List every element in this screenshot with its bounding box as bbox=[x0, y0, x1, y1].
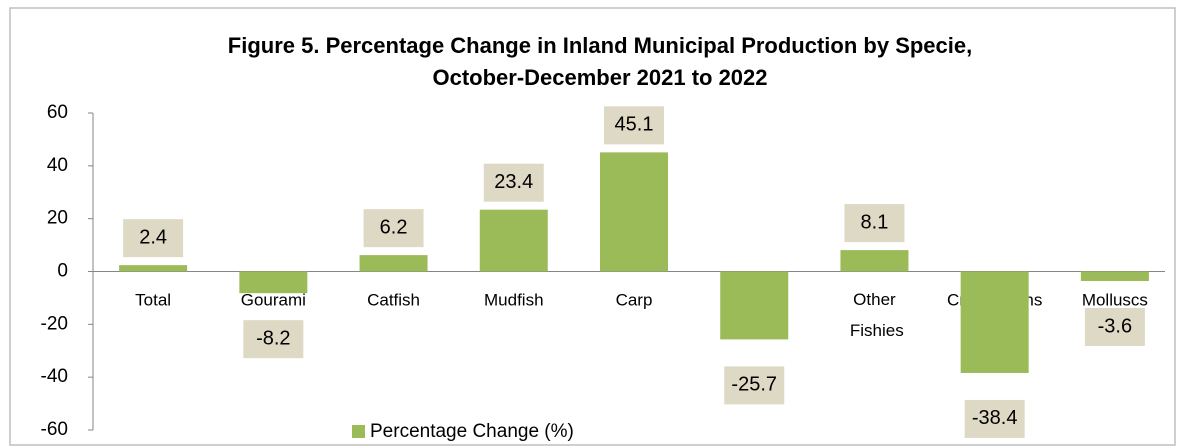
x-tick-label: Mudfish bbox=[484, 290, 544, 309]
value-label-box bbox=[123, 219, 184, 258]
value-label-box bbox=[363, 209, 424, 248]
y-tick-label: -60 bbox=[41, 419, 68, 440]
value-label: 8.1 bbox=[861, 211, 889, 233]
x-tick-label: Catfish bbox=[367, 290, 420, 309]
bar bbox=[960, 271, 1029, 373]
value-label-box bbox=[844, 204, 905, 243]
legend-label: Percentage Change (%) bbox=[370, 421, 574, 442]
y-tick-label: 0 bbox=[57, 261, 68, 282]
value-label-box bbox=[483, 163, 544, 202]
bar bbox=[840, 250, 909, 272]
bar bbox=[1080, 271, 1149, 282]
value-label: -3.6 bbox=[1098, 315, 1132, 337]
value-label-box bbox=[604, 106, 664, 145]
y-tick-label: 20 bbox=[47, 208, 68, 229]
value-label: -8.2 bbox=[256, 327, 290, 349]
value-label: 2.4 bbox=[139, 226, 167, 248]
value-label-box bbox=[1084, 308, 1145, 347]
legend-swatch bbox=[352, 425, 365, 438]
value-label-box bbox=[964, 399, 1025, 438]
value-label: 45.1 bbox=[615, 114, 654, 136]
y-tick-label: 60 bbox=[47, 102, 68, 123]
x-tick-label: Molluscs bbox=[1082, 290, 1148, 309]
bar bbox=[119, 265, 188, 272]
y-tick-label: -40 bbox=[41, 366, 68, 387]
chart-title: Figure 5. Percentage Change in Inland Mu… bbox=[228, 33, 972, 58]
x-tick-label: Total bbox=[135, 290, 171, 309]
value-label: 6.2 bbox=[380, 216, 408, 238]
value-label: -38.4 bbox=[972, 407, 1018, 429]
y-tick-label: -20 bbox=[41, 313, 68, 334]
bar bbox=[720, 271, 789, 340]
chart-title: October-December 2021 to 2022 bbox=[432, 65, 767, 90]
x-tick-label: Carp bbox=[616, 290, 653, 309]
value-label-box bbox=[724, 366, 785, 405]
bar bbox=[479, 209, 548, 272]
value-label-box bbox=[243, 320, 304, 359]
y-tick-label: 40 bbox=[47, 155, 68, 176]
x-tick-label: Other Fishies bbox=[845, 290, 904, 340]
x-tick-label: Gourami bbox=[241, 290, 306, 309]
bar bbox=[600, 152, 668, 272]
value-label: 23.4 bbox=[494, 171, 533, 193]
bar bbox=[239, 271, 308, 294]
bar bbox=[359, 255, 428, 272]
value-label: -25.7 bbox=[731, 374, 777, 396]
